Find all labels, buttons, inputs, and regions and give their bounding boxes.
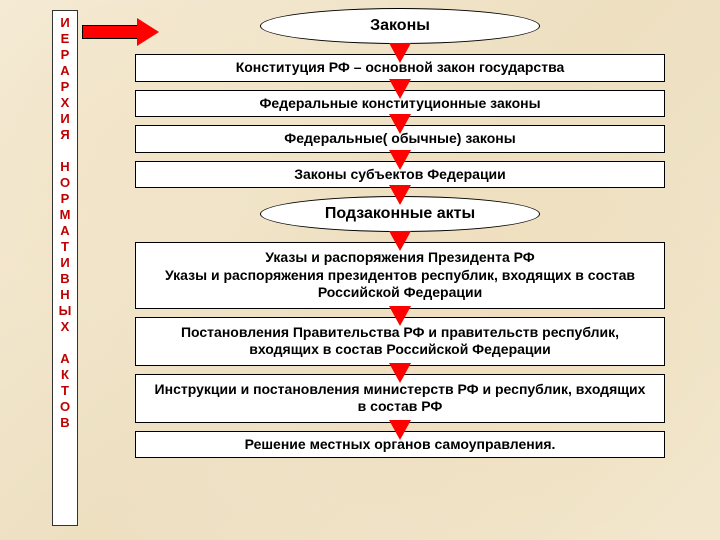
sidebar-letter: А [53,223,77,239]
sidebar-letter: Н [53,159,77,175]
sidebar-letter: Н [53,287,77,303]
sidebar-letter [53,335,77,351]
down-arrow-icon [389,185,411,205]
sidebar-letter: О [53,175,77,191]
down-arrow-icon [389,363,411,383]
sidebar-letter: Р [53,47,77,63]
sidebar-letter: А [53,351,77,367]
sidebar-letter: Р [53,191,77,207]
sidebar-letter: Х [53,95,77,111]
sidebar-letter: Х [53,319,77,335]
sidebar-vertical-label: ИЕРАРХИЯ НОРМАТИВНЫХ АКТОВ [52,10,78,526]
down-arrow-icon [389,150,411,170]
box-president-decrees: Указы и распоряжения Президента РФУказы … [135,242,665,309]
sidebar-letter: О [53,399,77,415]
down-arrow-icon [389,420,411,440]
sidebar-letter: И [53,15,77,31]
hierarchy-content: Законы Конституция РФ – основной закон г… [120,8,680,464]
sidebar-letter: М [53,207,77,223]
sidebar-letter: Т [53,239,77,255]
sidebar-letter: К [53,367,77,383]
down-arrow-icon [389,306,411,326]
sidebar-letter: Я [53,127,77,143]
down-arrow-icon [389,231,411,251]
sidebar-letter: Р [53,79,77,95]
sidebar-letter: Т [53,383,77,399]
down-arrow-icon [389,79,411,99]
sidebar-letter [53,143,77,159]
sidebar-letter: Е [53,31,77,47]
down-arrow-icon [389,114,411,134]
down-arrow-icon [389,43,411,63]
section-title-laws: Законы [260,8,540,44]
sidebar-letter: И [53,255,77,271]
sidebar-letter: В [53,415,77,431]
sidebar-letter: В [53,271,77,287]
sidebar-letter: И [53,111,77,127]
sidebar-letter: Ы [53,303,77,319]
sidebar-letter: А [53,63,77,79]
